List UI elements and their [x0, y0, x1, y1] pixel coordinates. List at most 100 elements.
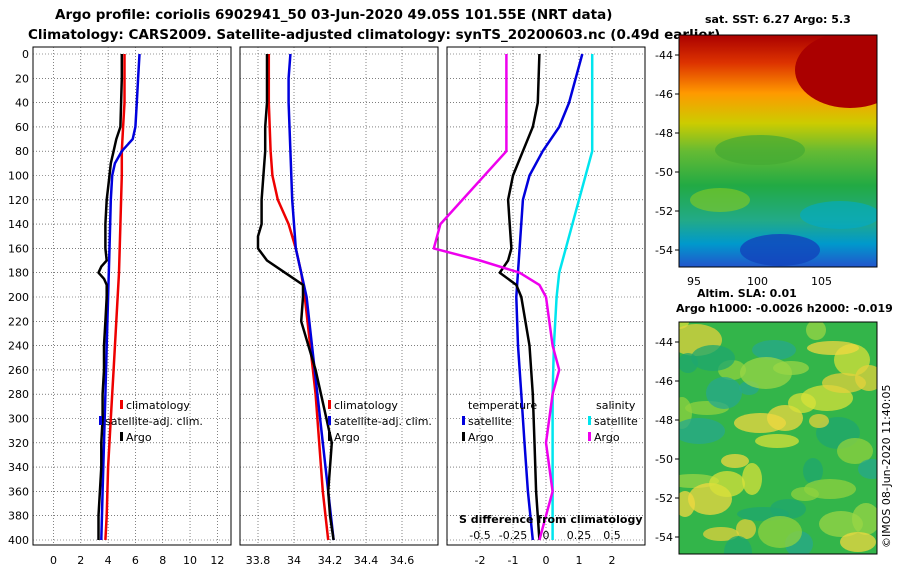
- map-y-tick-label: -52: [655, 492, 673, 505]
- map-y-tick-label: -48: [655, 414, 673, 427]
- difference-axis-ticks: -0.5 -0.25 0 0.25 0.5: [469, 529, 620, 542]
- difference-tick-label: 0.25: [567, 529, 592, 542]
- map-y-tick-label: -54: [655, 531, 673, 544]
- sst-warm-patch: [795, 35, 877, 108]
- legend-label: satellite-adj. clim.: [334, 415, 432, 428]
- sla-blob: [679, 353, 698, 373]
- sla-blob: [734, 413, 786, 433]
- sla-blob: [679, 418, 725, 444]
- x-tick-label: 34.2: [318, 554, 343, 567]
- legend-label: Argo: [126, 431, 152, 444]
- difference-tick-label: -0.25: [499, 529, 527, 542]
- sla-blob: [837, 438, 873, 464]
- legend-swatch-climatology: [328, 400, 331, 409]
- x-tick-label: 33.8: [246, 554, 271, 567]
- x-tick-label: 34.4: [354, 554, 379, 567]
- temperature-panel: [32, 46, 232, 546]
- series-line-argo: [97, 54, 124, 540]
- x-tick-label: 2: [609, 554, 616, 567]
- series-line-temperature-satellite: [515, 53, 584, 541]
- map-y-tick-label: -50: [655, 453, 673, 466]
- difference-tick-label: 0.5: [603, 529, 621, 542]
- title-line-1: Argo profile: coriolis 6902941_50 03-Jun…: [55, 7, 612, 23]
- series-line-climatology: [104, 54, 126, 541]
- series-line-satellite-adj-clim-: [287, 53, 335, 541]
- map-y-tick-label: -44: [655, 336, 673, 349]
- legend-swatch-argo: [120, 432, 123, 441]
- x-tick-label: 1: [576, 554, 583, 567]
- sla-blob: [822, 373, 866, 393]
- legend-swatch-argo: [462, 432, 465, 441]
- x-tick-label: 0: [50, 554, 57, 567]
- depth-tick-label: 260: [8, 364, 29, 377]
- sst-x-tick: 105: [811, 275, 832, 288]
- sst-x-axis: 95 100 105: [687, 275, 832, 288]
- sla-blob: [758, 516, 802, 548]
- sst-map-title: sat. SST: 6.27 Argo: 5.3: [705, 13, 851, 26]
- sla-blob: [709, 471, 745, 497]
- sla-blob: [724, 536, 752, 554]
- sla-blob: [736, 519, 756, 539]
- depth-tick-label: 180: [8, 267, 29, 280]
- x-tick-label: 34.6: [390, 554, 415, 567]
- map-y-tick-label: -50: [655, 166, 673, 179]
- depth-tick-label: 300: [8, 413, 29, 426]
- sst-x-tick: 100: [747, 275, 768, 288]
- sst-patch: [800, 201, 877, 229]
- legend-title: temperature: [468, 399, 537, 412]
- sst-map-frame: [678, 34, 878, 268]
- series-line-temperature-argo: [498, 53, 541, 541]
- sst-patch: [715, 135, 805, 165]
- map-y-tick-label: -54: [655, 244, 673, 257]
- difference-tick-label: -0.5: [469, 529, 490, 542]
- depth-tick-label: 380: [8, 510, 29, 523]
- depth-tick-label: 240: [8, 340, 29, 353]
- difference-axis-label: S difference from climatology: [459, 513, 643, 526]
- sla-blob: [788, 393, 816, 413]
- x-axis-labels: 0 2 4 6 8 10 12 33.8 34 34.2 34.4 34.6 -2 -1 0 1 2: [50, 554, 616, 567]
- x-tick-label: -2: [475, 554, 486, 567]
- depth-tick-label: 20: [15, 72, 29, 85]
- sla-blob: [752, 340, 796, 360]
- sla-blob: [691, 345, 735, 371]
- sla-blob: [807, 341, 859, 355]
- x-tick-label: 10: [183, 554, 197, 567]
- sla-map: [679, 322, 877, 554]
- x-tick-label: 34: [287, 554, 301, 567]
- depth-tick-label: 0: [22, 48, 29, 61]
- legend-label: satellite: [468, 415, 512, 428]
- sla-map-title-2: Argo h1000: -0.0026 h2000: -0.019: [676, 302, 893, 315]
- sst-cold-patch: [740, 234, 820, 266]
- difference-salinity-legend: salinity satellite Argo: [588, 399, 638, 444]
- legend-label: satellite: [594, 415, 638, 428]
- depth-tick-label: 280: [8, 388, 29, 401]
- sst-patch: [690, 188, 750, 212]
- x-tick-label: 8: [159, 554, 166, 567]
- depth-tick-label: 100: [8, 170, 29, 183]
- depth-tick-label: 340: [8, 461, 29, 474]
- temperature-legend: climatology satellite-adj. clim. Argo: [99, 399, 203, 444]
- legend-swatch-argo: [328, 432, 331, 441]
- depth-tick-label: 80: [15, 145, 29, 158]
- depth-tick-label: 220: [8, 315, 29, 328]
- legend-swatch-satellite: [462, 416, 465, 425]
- legend-swatch-satellite: [328, 416, 331, 425]
- difference-temperature-legend: temperature satellite Argo: [462, 399, 537, 444]
- depth-axis: 0 20 40 60 80 100 120 140 160 180 200 220 240 260 280 3…: [8, 48, 29, 547]
- sla-blob: [755, 434, 799, 448]
- sla-blob: [806, 322, 826, 340]
- sla-blob: [742, 463, 762, 495]
- depth-tick-label: 140: [8, 218, 29, 231]
- legend-label: climatology: [126, 399, 190, 412]
- legend-swatch-satellite: [588, 416, 591, 425]
- salinity-legend: climatology satellite-adj. clim. Argo: [328, 399, 432, 444]
- sla-map-frame: [678, 321, 878, 555]
- x-tick-label: 4: [105, 554, 112, 567]
- sla-blob: [791, 487, 819, 501]
- sla-map-title-1: Altim. SLA: 0.01: [697, 287, 797, 300]
- salinity-panel: [239, 46, 439, 546]
- map-y-tick-label: -44: [655, 49, 673, 62]
- sla-blob: [803, 458, 823, 484]
- depth-tick-label: 200: [8, 291, 29, 304]
